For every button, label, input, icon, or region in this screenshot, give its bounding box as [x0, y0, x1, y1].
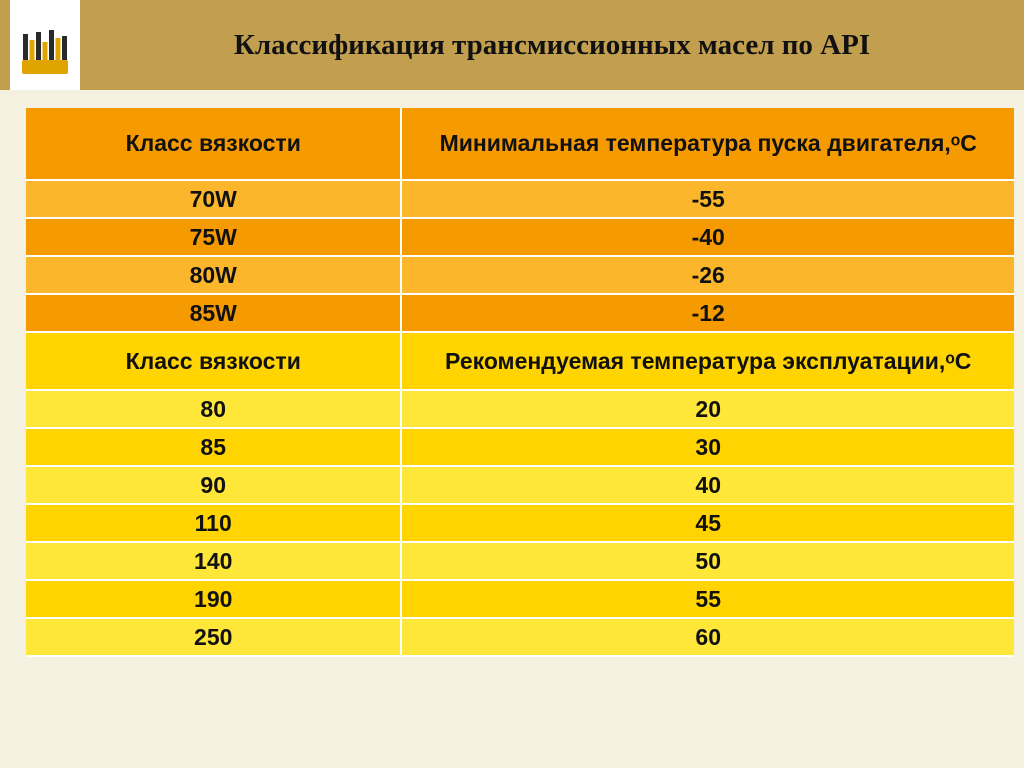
viscosity-class-value: 75W [26, 218, 401, 256]
recommended-temp-value: 50 [401, 542, 1014, 580]
header-band: Классификация трансмиссионных масел по A… [0, 0, 1024, 90]
table-row: 25060 [26, 618, 1014, 656]
table-row: 75W-40 [26, 218, 1014, 256]
table-row: 8020 [26, 390, 1014, 428]
table-row: 8530 [26, 428, 1014, 466]
table-row: 85W-12 [26, 294, 1014, 332]
recommended-temp-value: 20 [401, 390, 1014, 428]
column-header-recommended-temp: Рекомендуемая температура эксплуатации,ᵒ… [401, 332, 1014, 390]
table-row: 14050 [26, 542, 1014, 580]
brand-logo [10, 0, 80, 90]
min-start-temp-value: -55 [401, 180, 1014, 218]
rosneft-logo-icon [18, 10, 72, 80]
viscosity-class-value: 80 [26, 390, 401, 428]
recommended-temp-value: 40 [401, 466, 1014, 504]
viscosity-class-value: 70W [26, 180, 401, 218]
column-header-min-start-temp: Минимальная температура пуска двигателя,… [401, 108, 1014, 180]
page-title: Классификация трансмиссионных масел по A… [80, 29, 1024, 62]
column-header-viscosity-class: Класс вязкости [26, 332, 401, 390]
column-header-viscosity-class: Класс вязкости [26, 108, 401, 180]
viscosity-class-value: 85 [26, 428, 401, 466]
classification-table: Класс вязкостиМинимальная температура пу… [26, 108, 1014, 657]
min-start-temp-value: -12 [401, 294, 1014, 332]
table-row: 11045 [26, 504, 1014, 542]
viscosity-class-value: 250 [26, 618, 401, 656]
recommended-temp-value: 55 [401, 580, 1014, 618]
recommended-temp-value: 45 [401, 504, 1014, 542]
recommended-temp-value: 60 [401, 618, 1014, 656]
viscosity-class-value: 190 [26, 580, 401, 618]
viscosity-class-value: 140 [26, 542, 401, 580]
table-row: Класс вязкостиМинимальная температура пу… [26, 108, 1014, 180]
min-start-temp-value: -40 [401, 218, 1014, 256]
table-row: 80W-26 [26, 256, 1014, 294]
viscosity-class-value: 110 [26, 504, 401, 542]
table-row: 9040 [26, 466, 1014, 504]
table-row: 70W-55 [26, 180, 1014, 218]
table-row: 19055 [26, 580, 1014, 618]
viscosity-class-value: 80W [26, 256, 401, 294]
table-row: Класс вязкостиРекомендуемая температура … [26, 332, 1014, 390]
min-start-temp-value: -26 [401, 256, 1014, 294]
viscosity-class-value: 90 [26, 466, 401, 504]
viscosity-class-value: 85W [26, 294, 401, 332]
recommended-temp-value: 30 [401, 428, 1014, 466]
